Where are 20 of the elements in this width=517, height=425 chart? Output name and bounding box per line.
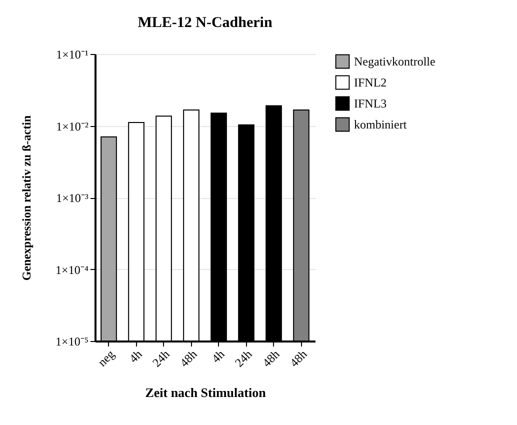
legend-label: IFNL3	[354, 96, 387, 110]
x-axis-title: Zeit nach Stimulation	[145, 385, 267, 400]
chart-title: MLE-12 N-Cadherin	[138, 15, 273, 31]
x-tick-label: 48h	[260, 347, 282, 370]
legend-label: IFNL2	[354, 76, 387, 90]
y-tick-label: 1×10⁻⁴	[56, 262, 88, 277]
x-tick-label: 24h	[232, 347, 255, 370]
x-tick-label: neg	[95, 347, 118, 370]
x-tick-label: 48h	[177, 347, 200, 370]
y-tick-label: 1×10⁻²	[56, 119, 89, 134]
y-tick-label: 1×10⁻⁵	[56, 334, 88, 348]
legend-label: Negativkontrolle	[354, 54, 436, 68]
x-tick-label: 4h	[126, 347, 145, 366]
legend-label: kombiniert	[354, 118, 408, 132]
y-tick-label: 1×10⁻¹	[56, 48, 89, 62]
x-tick-label: 4h	[208, 347, 228, 366]
x-tick-label: 48h	[287, 347, 310, 370]
y-axis-title: Genexpression relativ zu ß-actin	[20, 115, 34, 281]
x-tick-label: 24h	[150, 347, 172, 370]
y-tick-label: 1×10⁻³	[56, 191, 89, 205]
